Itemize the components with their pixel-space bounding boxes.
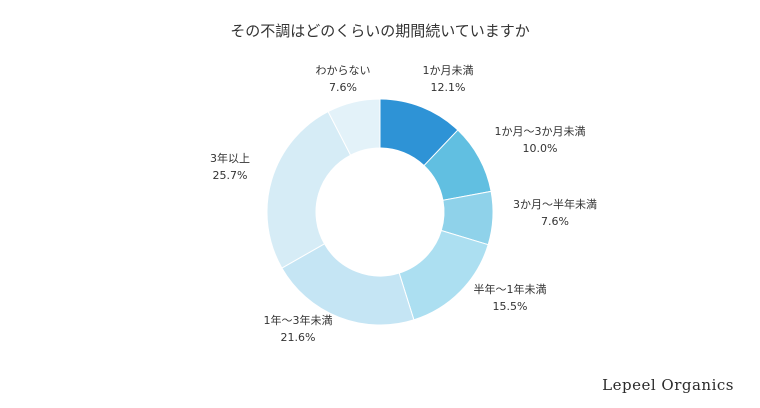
- slice-value-7: 7.6%: [329, 81, 357, 94]
- slice-value-3: 7.6%: [541, 215, 569, 228]
- slice-label-5: 1年〜3年未満: [264, 313, 333, 327]
- slice-label-4: 半年〜1年未満: [474, 282, 547, 296]
- slice-label-7: わからない: [316, 64, 371, 77]
- slice-value-5: 21.6%: [281, 331, 316, 344]
- donut-slice-7: [327, 98, 381, 156]
- slice-value-1: 12.1%: [431, 81, 466, 94]
- slice-label-3: 3か月〜半年未満: [513, 197, 597, 211]
- slice-value-2: 10.0%: [523, 142, 558, 155]
- donut-slice-4: [398, 229, 489, 321]
- slice-label-1: 1か月未満: [423, 64, 474, 77]
- brand-logo: Lepeel Organics: [602, 376, 734, 394]
- slice-value-6: 25.7%: [213, 169, 248, 182]
- chart-title: その不調はどのくらいの期間続いていますか: [230, 22, 530, 40]
- slice-label-2: 1か月〜3か月未満: [495, 125, 586, 138]
- donut-slice-6: [266, 110, 352, 269]
- slice-value-4: 15.5%: [493, 300, 528, 313]
- slice-label-6: 3年以上: [210, 151, 250, 165]
